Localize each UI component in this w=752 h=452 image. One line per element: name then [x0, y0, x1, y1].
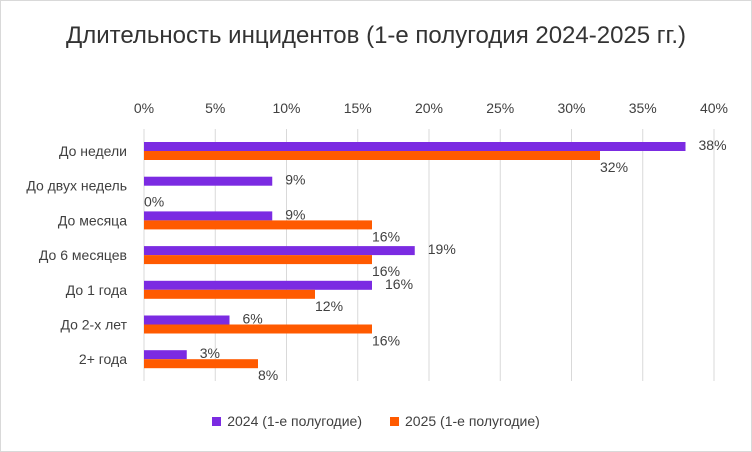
x-tick-label: 10%	[272, 100, 300, 116]
bar	[144, 289, 315, 299]
data-label: 16%	[385, 276, 413, 292]
data-label: 16%	[372, 333, 400, 349]
data-label: 9%	[285, 206, 305, 222]
legend-item: 2025 (1-е полугодие)	[390, 413, 540, 429]
category-label: До двух недель	[26, 178, 127, 194]
bar	[144, 324, 372, 334]
bar	[144, 255, 372, 265]
legend-swatch	[390, 417, 399, 426]
category-label: До 6 месяцев	[39, 247, 127, 263]
category-label: До 1 года	[66, 282, 127, 298]
bar	[144, 350, 187, 360]
data-label: 16%	[372, 263, 400, 279]
data-label: 16%	[372, 228, 400, 244]
legend-item: 2024 (1-е полугодие)	[212, 413, 362, 429]
x-tick-label: 35%	[629, 100, 657, 116]
legend-label: 2025 (1-е полугодие)	[405, 413, 540, 429]
bar	[144, 176, 273, 186]
x-tick-label: 20%	[415, 100, 443, 116]
category-label: 2+ года	[79, 351, 127, 367]
bar	[144, 211, 273, 221]
bar	[144, 142, 686, 151]
chart-title: Длительность инцидентов (1-е полугодия 2…	[65, 22, 687, 49]
category-label: До 2-х лет	[60, 317, 127, 333]
data-label: 12%	[315, 298, 343, 314]
x-tick-label: 40%	[700, 100, 728, 116]
data-label: 38%	[699, 137, 727, 153]
bar	[144, 151, 600, 160]
bar	[144, 246, 415, 256]
data-label: 32%	[600, 159, 628, 175]
x-tick-label: 30%	[557, 100, 585, 116]
category-label: До недели	[59, 143, 127, 159]
data-label: 9%	[285, 172, 305, 188]
data-label: 0%	[144, 194, 164, 210]
legend-swatch	[212, 417, 222, 426]
x-tick-label: 15%	[344, 100, 372, 116]
bar	[144, 280, 372, 290]
x-tick-label: 25%	[486, 100, 514, 116]
legend-label: 2024 (1-е полугодие)	[227, 413, 362, 429]
bar	[144, 220, 372, 230]
legend: 2024 (1-е полугодие) 2025 (1-е полугодие)	[1, 413, 751, 429]
x-tick-label: 0%	[134, 100, 154, 116]
data-label: 8%	[258, 367, 278, 383]
x-tick-label: 5%	[205, 100, 225, 116]
bar	[144, 315, 230, 325]
data-label: 3%	[200, 345, 220, 361]
bar	[144, 359, 258, 369]
category-label: До месяца	[58, 212, 127, 228]
data-label: 6%	[243, 311, 263, 327]
data-label: 19%	[428, 241, 456, 257]
